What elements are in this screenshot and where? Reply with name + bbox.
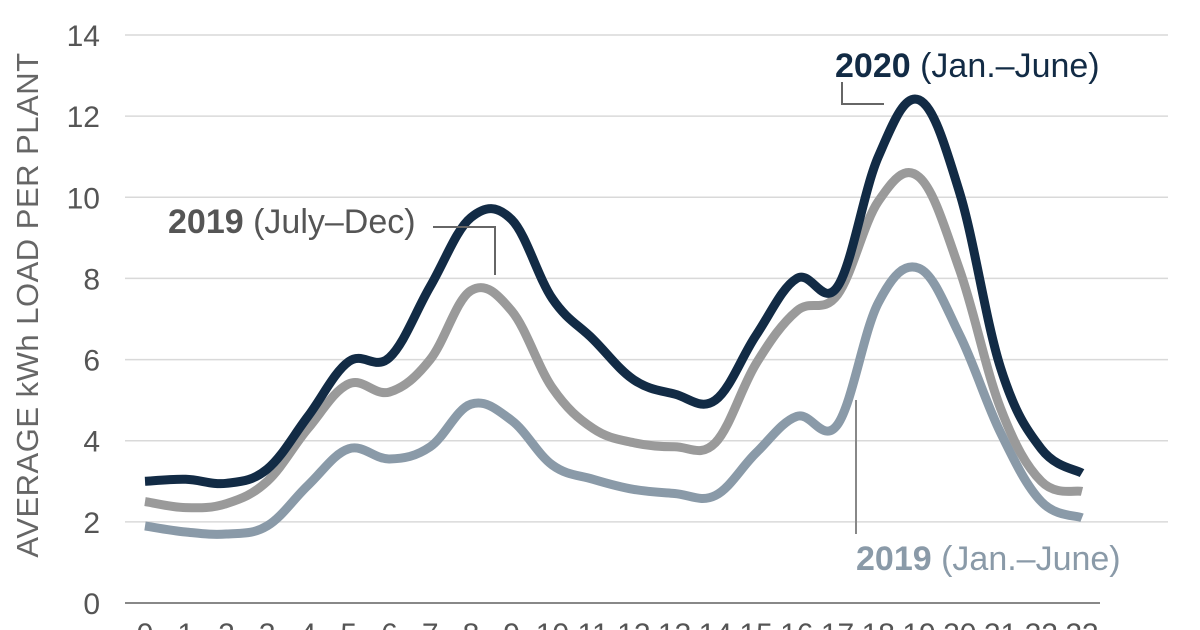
- x-tick-label: 11: [578, 618, 609, 630]
- series-label-2020-jan-june-period: (Jan.–June): [911, 47, 1100, 85]
- x-tick-labels: 01234567891011121314151617181920212223: [137, 618, 1099, 630]
- x-tick-label: 18: [862, 618, 895, 630]
- x-tick-label: 2: [218, 618, 235, 630]
- x-tick-label: 19: [902, 618, 935, 630]
- series-label-2019-jan-june-year: 2019: [856, 540, 932, 578]
- y-tick-label: 14: [67, 20, 100, 53]
- x-tick-label: 21: [984, 618, 1017, 630]
- x-tick-label: 5: [340, 618, 357, 630]
- y-tick-label: 10: [67, 182, 100, 215]
- series-lines: [144, 94, 1085, 539]
- series-label-2019-jan-june-period: (Jan.–June): [932, 540, 1121, 578]
- series-line-0: [144, 262, 1084, 539]
- x-tick-label: 16: [780, 618, 813, 630]
- x-tick-label: 9: [503, 618, 520, 630]
- x-tick-label: 14: [699, 618, 732, 630]
- leader-line-2020-jan-june: [841, 82, 884, 105]
- x-tick-label: 12: [617, 618, 650, 630]
- series-label-2019-jan-june: 2019 (Jan.–June): [856, 540, 1121, 578]
- series-label-2020-jan-june-year: 2020: [835, 47, 911, 85]
- x-tick-label: 8: [463, 618, 480, 630]
- x-tick-label: 3: [259, 618, 276, 630]
- x-tick-label: 23: [1065, 618, 1098, 630]
- x-tick-label: 13: [658, 618, 691, 630]
- y-tick-label: 2: [83, 507, 100, 540]
- series-label-2019-july-dec: 2019 (July–Dec): [168, 203, 416, 241]
- x-tick-label: 15: [739, 618, 772, 630]
- x-tick-label: 6: [381, 618, 398, 630]
- series-line-1: [144, 168, 1084, 513]
- x-tick-label: 22: [1025, 618, 1058, 630]
- y-tick-label: 0: [83, 588, 100, 621]
- series-line-2: [144, 94, 1085, 489]
- y-tick-label: 12: [67, 101, 100, 134]
- y-tick-label: 6: [83, 345, 100, 378]
- series-label-2020-jan-june: 2020 (Jan.–June): [835, 47, 1100, 85]
- series-label-2019-july-dec-year: 2019: [168, 203, 244, 241]
- x-tick-label: 4: [300, 618, 317, 630]
- y-tick-labels: 0 2 4 6 8 10 12 14: [67, 20, 100, 621]
- y-axis-label: AVERAGE kWh LOAD PER PLANT: [10, 52, 45, 557]
- x-tick-label: 7: [422, 618, 439, 630]
- y-tick-label: 4: [83, 426, 100, 459]
- leader-line-2019-july-dec: [433, 226, 496, 275]
- series-label-2019-july-dec-period: (July–Dec): [244, 203, 416, 241]
- x-tick-label: 10: [536, 618, 569, 630]
- x-tick-label: 0: [137, 618, 154, 630]
- x-tick-label: 17: [821, 618, 854, 630]
- x-tick-label: 20: [943, 618, 976, 630]
- y-tick-label: 8: [83, 263, 100, 296]
- series-callouts: 2019 (July–Dec) 2020 (Jan.–June) 2019 (J…: [168, 47, 1121, 578]
- x-tick-label: 1: [177, 618, 194, 630]
